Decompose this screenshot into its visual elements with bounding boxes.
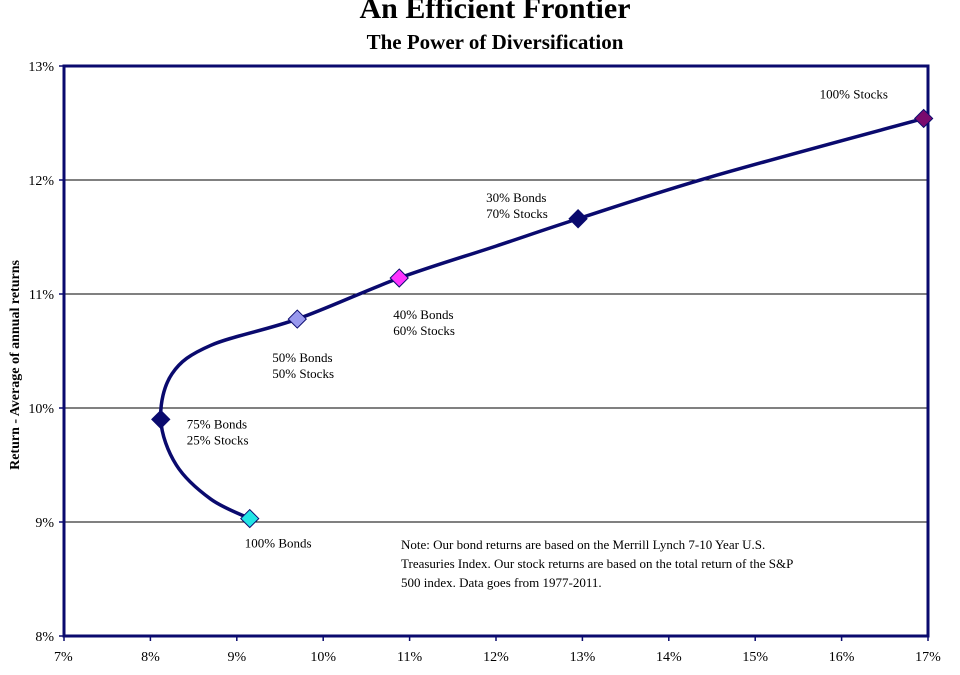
portfolio-label: 30% Bonds [486, 190, 546, 205]
note-line: Treasuries Index. Our stock returns are … [401, 556, 793, 571]
x-tick-label: 8% [141, 650, 160, 665]
portfolio-point [568, 209, 588, 229]
chart-title: An Efficient Frontier [359, 0, 630, 25]
y-tick-label: 11% [29, 288, 54, 303]
portfolio-point [913, 108, 934, 129]
note-line: Note: Our bond returns are based on the … [401, 537, 765, 552]
x-tick-label: 9% [227, 650, 246, 665]
portfolio-label: 25% Stocks [187, 432, 249, 447]
portfolio-label: 75% Bonds [187, 416, 247, 431]
x-tick-label: 11% [397, 650, 422, 665]
portfolio-label: 70% Stocks [486, 206, 548, 221]
portfolio-label: 50% Bonds [272, 350, 332, 365]
portfolio-point [287, 309, 307, 329]
note-line: 500 index. Data goes from 1977-2011. [401, 575, 602, 590]
portfolio-point [389, 268, 409, 288]
chart-note: Note: Our bond returns are based on the … [401, 537, 793, 590]
portfolio-points [151, 108, 934, 529]
y-axis-label: Return - Average of annual returns [8, 260, 23, 470]
y-tick-label: 9% [35, 516, 54, 531]
portfolio-label: 40% Bonds [393, 307, 453, 322]
y-axis-ticks: 8% 9% 10% 11% 12% 13% [28, 60, 64, 645]
frontier-curve [158, 116, 925, 521]
y-tick-label: 12% [28, 174, 54, 189]
portfolio-label: 60% Stocks [393, 323, 455, 338]
chart-subtitle: The Power of Diversification [367, 30, 624, 54]
x-tick-label: 13% [570, 650, 596, 665]
x-tick-label: 16% [829, 650, 855, 665]
x-tick-label: 15% [742, 650, 768, 665]
x-tick-label: 12% [483, 650, 509, 665]
x-axis-ticks: 7% 8% 9% 10% 11% 12% 13% 14% 15% 16% 17% [54, 636, 941, 665]
x-tick-label: 17% [915, 650, 941, 665]
y-tick-label: 8% [35, 630, 54, 645]
portfolio-label: 50% Stocks [272, 366, 334, 381]
x-tick-label: 14% [656, 650, 682, 665]
portfolio-label: 100% Stocks [820, 86, 888, 101]
y-tick-label: 13% [28, 60, 54, 75]
portfolio-label: 100% Bonds [245, 536, 312, 551]
portfolio-point [240, 508, 260, 529]
x-tick-label: 10% [310, 650, 336, 665]
x-tick-label: 7% [54, 650, 73, 665]
y-tick-label: 10% [28, 402, 54, 417]
portfolio-point [151, 409, 171, 430]
